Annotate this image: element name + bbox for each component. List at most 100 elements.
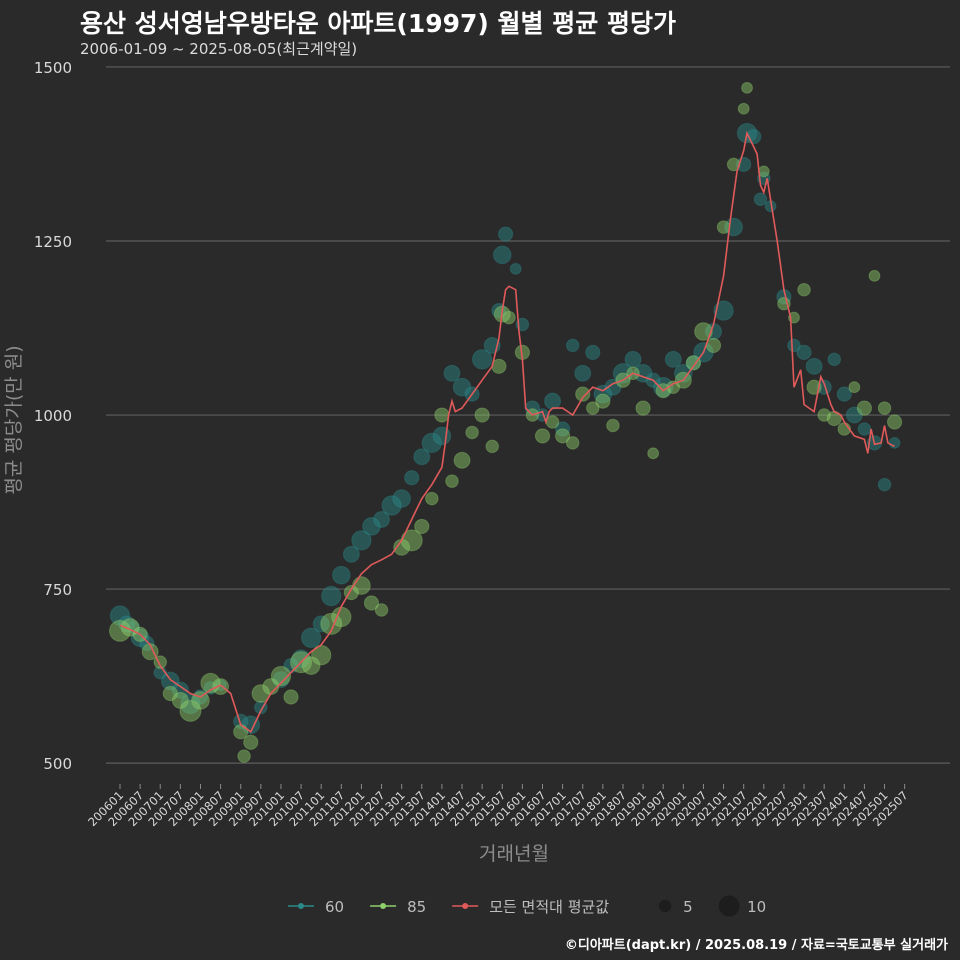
point-85 bbox=[856, 400, 873, 416]
y-tick-label: 500 bbox=[43, 755, 72, 773]
point-60 bbox=[160, 671, 180, 691]
point-60 bbox=[509, 262, 522, 275]
point-60 bbox=[787, 338, 801, 353]
chart-subtitle: 2006-01-09 ~ 2025-08-05(최근계약일) bbox=[80, 40, 358, 58]
x-axis-label: 거래년월 bbox=[479, 843, 549, 865]
point-85 bbox=[363, 595, 380, 611]
point-60 bbox=[109, 605, 131, 626]
point-85 bbox=[848, 381, 861, 394]
point-60 bbox=[118, 615, 136, 633]
point-85 bbox=[575, 386, 591, 402]
point-60 bbox=[753, 192, 768, 206]
y-tick-label: 1250 bbox=[34, 233, 72, 251]
point-60 bbox=[653, 377, 674, 398]
y-tick-label: 1000 bbox=[34, 407, 72, 425]
point-85 bbox=[453, 451, 471, 469]
scatter-points bbox=[109, 81, 903, 763]
point-60 bbox=[312, 615, 330, 633]
point-60 bbox=[421, 432, 442, 454]
legend-size-label: 5 bbox=[683, 898, 693, 916]
point-85 bbox=[171, 692, 189, 709]
point-60 bbox=[685, 355, 701, 371]
point-60 bbox=[604, 378, 622, 396]
legend-label: 60 bbox=[325, 898, 344, 916]
point-60 bbox=[351, 530, 372, 551]
point-85 bbox=[685, 355, 701, 371]
point-60 bbox=[555, 421, 571, 437]
point-60 bbox=[332, 565, 351, 585]
point-60 bbox=[544, 392, 562, 410]
y-tick-label: 1500 bbox=[34, 59, 72, 77]
point-85 bbox=[374, 603, 389, 617]
point-85 bbox=[737, 102, 750, 115]
legend-size-circle bbox=[718, 895, 740, 917]
point-85 bbox=[502, 310, 516, 325]
point-85 bbox=[474, 407, 490, 423]
point-60 bbox=[857, 422, 872, 436]
point-85 bbox=[606, 418, 620, 433]
point-85 bbox=[694, 322, 713, 341]
point-85 bbox=[301, 656, 321, 675]
legend: 60 85 모든 면적대 평균값 5 10 bbox=[288, 895, 766, 917]
point-60 bbox=[585, 344, 601, 360]
chart-title: 용산 성서영남우방타운 아파트(1997) 월별 평균 평당가 bbox=[80, 9, 676, 38]
point-60 bbox=[203, 681, 218, 695]
legend-dot bbox=[298, 903, 304, 909]
point-60 bbox=[404, 470, 420, 486]
point-85 bbox=[414, 518, 430, 535]
point-60 bbox=[498, 226, 514, 242]
point-85 bbox=[741, 81, 753, 94]
point-85 bbox=[445, 474, 459, 488]
point-85 bbox=[797, 282, 811, 297]
average-series-line bbox=[119, 130, 895, 733]
legend-dot bbox=[462, 903, 469, 909]
point-60 bbox=[827, 352, 841, 367]
point-60 bbox=[432, 426, 452, 446]
point-85 bbox=[817, 408, 831, 422]
point-85 bbox=[212, 678, 230, 695]
point-60 bbox=[796, 344, 812, 360]
point-60 bbox=[845, 406, 863, 424]
point-60 bbox=[664, 350, 682, 368]
point-60 bbox=[413, 448, 431, 466]
point-60 bbox=[233, 713, 249, 729]
point-60 bbox=[321, 585, 342, 607]
point-85 bbox=[270, 665, 292, 687]
point-60 bbox=[888, 436, 901, 449]
point-85 bbox=[485, 439, 499, 454]
point-85 bbox=[352, 576, 371, 595]
point-85 bbox=[635, 400, 651, 416]
point-85 bbox=[434, 407, 450, 423]
average-line bbox=[119, 130, 895, 733]
point-85 bbox=[868, 269, 881, 282]
point-85 bbox=[465, 425, 479, 440]
point-85 bbox=[425, 491, 439, 506]
point-85 bbox=[586, 401, 600, 415]
point-60 bbox=[342, 545, 360, 563]
point-85 bbox=[565, 436, 580, 450]
point-85 bbox=[283, 689, 299, 705]
point-85 bbox=[534, 428, 551, 444]
point-85 bbox=[647, 447, 660, 460]
legend-size-circle bbox=[658, 899, 672, 913]
point-60 bbox=[624, 350, 642, 368]
point-85 bbox=[595, 393, 611, 409]
point-60 bbox=[574, 364, 592, 382]
point-60 bbox=[130, 628, 150, 648]
point-85 bbox=[716, 220, 731, 234]
source-caption: ©디아파트(dapt.kr) / 2025.08.19 / 자료=국토교통부 실… bbox=[564, 938, 948, 953]
point-85 bbox=[555, 428, 571, 444]
legend-size-label: 10 bbox=[747, 898, 766, 916]
point-60 bbox=[443, 364, 461, 382]
point-85 bbox=[162, 685, 178, 702]
point-60 bbox=[373, 511, 390, 528]
x-tick-labels: 2006012006072007012007072008012008072009… bbox=[85, 784, 911, 829]
point-60 bbox=[492, 245, 512, 265]
y-tick-labels: 500 750 1000 1250 1500 bbox=[34, 59, 72, 773]
point-60 bbox=[300, 627, 322, 648]
y-axis-label: 평균 평당가(만 원) bbox=[3, 345, 25, 494]
point-85 bbox=[251, 684, 271, 703]
point-60 bbox=[392, 489, 411, 508]
point-60 bbox=[272, 671, 290, 689]
